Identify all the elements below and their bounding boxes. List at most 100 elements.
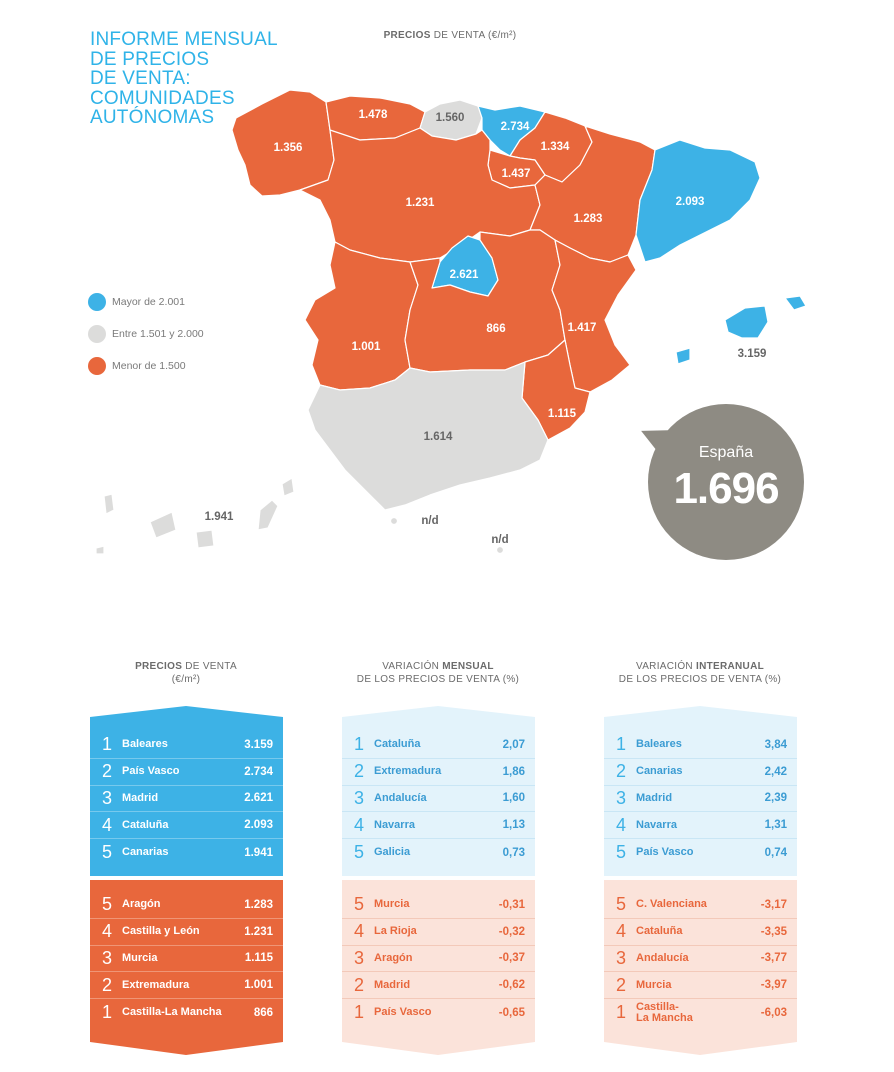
rank-number: 3 — [615, 787, 626, 808]
rank-number: 5 — [353, 894, 364, 915]
map-value-castilla-leon: 1.231 — [406, 197, 435, 209]
table-row: 1 Castilla-La Mancha 866 — [90, 999, 283, 1026]
rank-number: 5 — [615, 842, 626, 863]
map-value-canarias: 1.941 — [205, 511, 234, 523]
region-value: 0,73 — [502, 846, 525, 859]
region-canarias-1 — [103, 493, 115, 515]
rank-number: 1 — [353, 734, 364, 755]
region-name: Castilla- La Mancha — [636, 1000, 693, 1024]
table-row: 1 Castilla- La Mancha -6,03 — [604, 999, 797, 1026]
ranking-table-bottom: 5 Aragón 1.283 4 Castilla y León 1.231 3 Murcia… — [90, 892, 283, 1026]
ranking-table-top: 1 Baleares 3,84 2 Canarias 2,42 3 Madrid 2,39 4 Na… — [604, 732, 797, 866]
map-value-extremadura: 1.001 — [352, 341, 381, 353]
title-line: AUTÓNOMAS — [90, 107, 215, 128]
table-row: 3 Madrid 2,39 — [604, 786, 797, 813]
map-value-navarra: 1.334 — [541, 141, 570, 153]
rank-number: 3 — [353, 787, 364, 808]
rank-number: 3 — [101, 787, 112, 808]
region-value: 1,13 — [502, 819, 525, 832]
table-heading-precios: PRECIOS DE VENTA (€/m²) — [86, 660, 286, 686]
rank-number: 5 — [353, 842, 364, 863]
table-row: 5 Canarias 1.941 — [90, 839, 283, 866]
region-value: -3,17 — [760, 898, 787, 911]
region-value: 1,31 — [764, 819, 787, 832]
table-heading-mensual: VARIACIÓN MENSUAL DE LOS PRECIOS DE VENT… — [338, 660, 538, 686]
spain-average-bubble: España 1.696 — [648, 404, 804, 560]
region-name: Extremadura — [374, 765, 442, 778]
map-value-cantabria: 1.560 — [436, 112, 465, 124]
region-name: Navarra — [374, 818, 415, 831]
rank-number: 2 — [615, 974, 626, 995]
region-name: Castilla-La Mancha — [122, 1006, 222, 1019]
rank-number: 5 — [101, 894, 112, 915]
region-value: 866 — [253, 1006, 273, 1019]
table-row: 2 Extremadura 1,86 — [342, 759, 535, 786]
table-row: 4 Navarra 1,13 — [342, 812, 535, 840]
heading-bold: INTERANUAL — [696, 661, 765, 672]
rank-number: 3 — [101, 947, 112, 968]
rank-number: 2 — [353, 974, 364, 995]
rank-number: 1 — [101, 1002, 112, 1023]
region-value: 2.621 — [244, 792, 273, 805]
map-heading: PRECIOS DE VENTA (€/m²) — [300, 30, 600, 41]
table-row: 5 País Vasco 0,74 — [604, 839, 797, 866]
region-value: -3,77 — [760, 952, 787, 965]
rank-number: 3 — [615, 947, 626, 968]
table-row: 5 Galicia 0,73 — [342, 839, 535, 866]
table-heading-interanual: VARIACIÓN INTERANUAL DE LOS PRECIOS DE V… — [600, 660, 800, 686]
legend-item: Mayor de 2.001 — [88, 286, 204, 318]
heading-pre: VARIACIÓN — [635, 661, 697, 672]
region-value: 1,60 — [502, 792, 525, 805]
legend-dot — [88, 293, 106, 311]
region-name: Murcia — [374, 898, 410, 911]
map-value-andalucia: 1.614 — [424, 431, 453, 443]
region-name: Andalucía — [636, 951, 689, 964]
region-name: Castilla y León — [122, 925, 200, 938]
region-value: 1.941 — [244, 846, 273, 859]
region-name: País Vasco — [122, 765, 180, 778]
region-value: 1.115 — [244, 952, 273, 965]
region-value: -3,97 — [760, 979, 787, 992]
table-row: 4 Castilla y León 1.231 — [90, 919, 283, 946]
spain-value: 1.696 — [673, 464, 779, 513]
region-name: Cataluña — [374, 738, 421, 751]
spain-map: 1.356 1.478 1.560 2.734 1.334 1.437 1.23… — [95, 89, 807, 555]
table-row: 1 Cataluña 2,07 — [342, 732, 535, 759]
region-name: Murcia — [636, 978, 672, 991]
region-name: Baleares — [122, 738, 168, 751]
ranking-table-bottom: 5 Murcia -0,31 4 La Rioja -0,32 3 Aragón -0,37 2 M… — [342, 892, 535, 1026]
legend-dot — [88, 357, 106, 375]
map-value-galicia: 1.356 — [274, 142, 303, 154]
rank-number: 4 — [615, 921, 626, 942]
region-name: C. Valenciana — [636, 898, 707, 911]
table-row: 1 País Vasco -0,65 — [342, 999, 535, 1026]
region-melilla — [495, 545, 505, 555]
map-value-pais-vasco: 2.734 — [501, 121, 530, 133]
region-value: 2,07 — [502, 738, 525, 751]
rank-number: 1 — [353, 1002, 364, 1023]
region-name: Navarra — [636, 818, 677, 831]
legend-label: Entre 1.501 y 2.000 — [112, 328, 204, 340]
heading-line2: DE LOS PRECIOS DE VENTA (%) — [356, 674, 520, 685]
region-value: 2,42 — [764, 765, 787, 778]
heading-bold: MENSUAL — [442, 661, 494, 672]
table-row: 4 Cataluña -3,35 — [604, 919, 797, 946]
table-row: 2 Murcia -3,97 — [604, 972, 797, 1000]
region-name: Cataluña — [122, 818, 169, 831]
region-name: Aragón — [122, 898, 161, 911]
rank-number: 2 — [101, 761, 112, 782]
region-canarias-2 — [149, 511, 177, 539]
region-name: Madrid — [636, 791, 673, 804]
report-title: INFORME MENSUAL DE PRECIOS DE VENTA: COM… — [90, 30, 290, 128]
ranking-table-top: 1 Cataluña 2,07 2 Extremadura 1,86 3 Andalucía 1… — [342, 732, 535, 866]
region-name: Murcia — [122, 951, 158, 964]
region-canarias-6 — [95, 545, 105, 555]
map-value-baleares: 3.159 — [738, 348, 767, 360]
region-cataluna — [635, 139, 761, 263]
region-value: -6,03 — [760, 1006, 787, 1019]
region-name: Galicia — [374, 846, 411, 859]
title-line: DE PRECIOS — [90, 48, 210, 70]
region-value: 1.283 — [244, 898, 273, 911]
table-row: 4 La Rioja -0,32 — [342, 919, 535, 946]
heading-bold: PRECIOS — [135, 661, 183, 672]
